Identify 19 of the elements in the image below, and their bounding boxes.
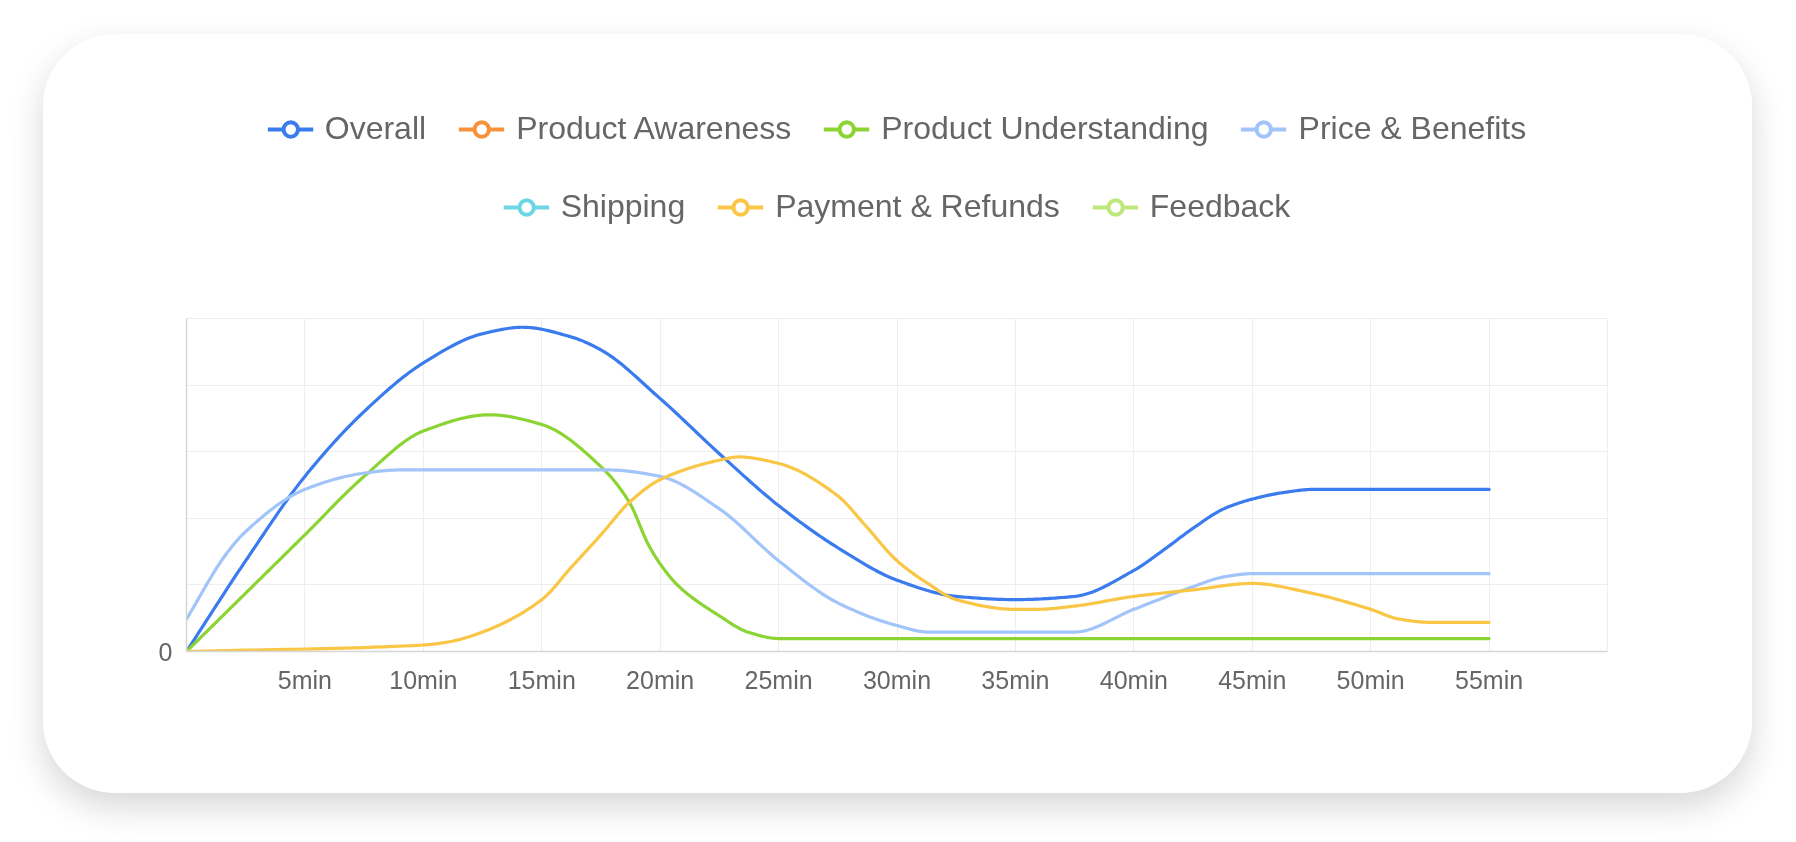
x-tick-label: 5min <box>277 665 333 694</box>
x-tick-label: 30min <box>862 665 932 694</box>
x-tick-label: 50min <box>1336 665 1405 694</box>
x-tick-label: 15min <box>507 665 576 694</box>
legend-label: Payment & Refunds <box>775 188 1060 225</box>
x-tick-label: 55min <box>1455 665 1524 694</box>
legend-label: Overall <box>324 110 427 147</box>
x-tick-label: 20min <box>626 665 695 694</box>
legend-label: Price & Benefits <box>1298 110 1527 147</box>
text: 0 <box>158 637 173 666</box>
legend-label: Shipping <box>560 188 686 225</box>
x-tick-label: 35min <box>981 665 1050 694</box>
x-tick-label: 10min <box>389 665 458 694</box>
legend-label: Product Awareness <box>516 110 792 147</box>
x-tick-label: 45min <box>1218 665 1287 694</box>
legend-label: Product Understanding <box>881 110 1209 147</box>
x-tick-label: 25min <box>744 665 813 694</box>
x-tick-label: 40min <box>1099 665 1168 694</box>
legend-label: Feedback <box>1149 188 1291 225</box>
